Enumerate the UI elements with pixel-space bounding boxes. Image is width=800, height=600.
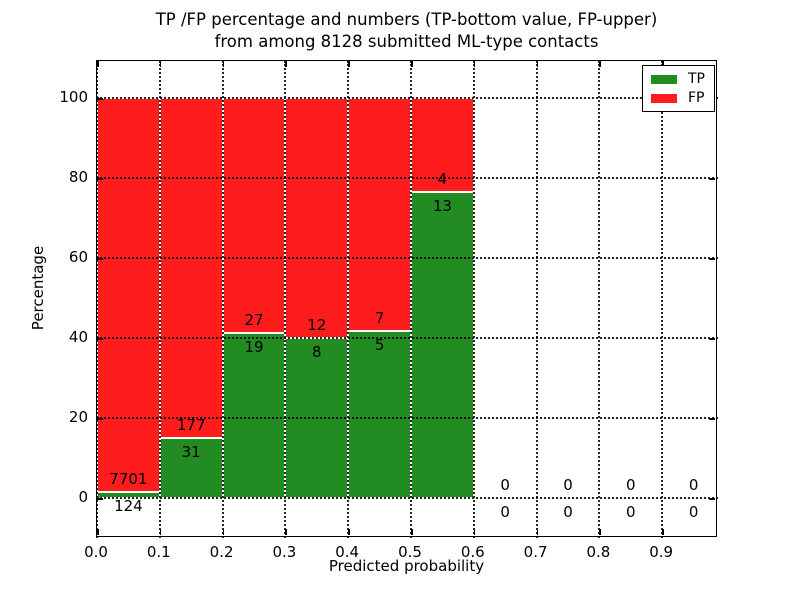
y-tick-label: 80 [68,168,88,186]
x-axis-label: Predicted probability [328,557,485,575]
bars-layer [97,61,716,536]
y-axis-label: Percentage [29,245,47,331]
bar-segment-tp [285,338,349,498]
chart-title: TP /FP percentage and numbers (TP-bottom… [96,9,717,53]
bar-segment-tp [97,491,160,498]
plot-area: 7701 124 177 31 27 19 12 8 7 5 4 13 0 0 0 0 0 0 0 0 TP FP [96,60,718,538]
legend-swatch-tp-icon [651,74,677,84]
y-tick-label: 20 [68,408,88,426]
legend: TP FP [642,65,715,112]
bar-segment-fp [222,98,286,333]
legend-label-tp: TP [688,71,705,87]
bar-segment-tp [411,192,474,498]
bar-segment-fp [411,98,474,193]
y-tick-label: 100 [59,88,88,106]
bar-segment-fp [159,98,223,439]
chart-title-line2: from among 8128 submitted ML-type contac… [214,32,599,51]
bar-segment-tp [159,438,223,498]
bar-segment-fp [348,98,411,332]
y-tick-label: 40 [68,328,88,346]
bar-segment-fp [285,98,349,338]
y-tick-label: 0 [78,488,88,506]
bar-segment-tp [222,332,286,498]
y-tick-label: 60 [68,248,88,266]
legend-item-fp: FP [651,91,705,105]
chart-title-line1: TP /FP percentage and numbers (TP-bottom… [155,10,658,29]
legend-item-tp: TP [651,72,705,86]
bar-segment-tp [348,331,411,498]
legend-label-fp: FP [688,90,705,106]
legend-swatch-fp-icon [651,93,677,103]
bar-segment-fp [97,98,160,492]
